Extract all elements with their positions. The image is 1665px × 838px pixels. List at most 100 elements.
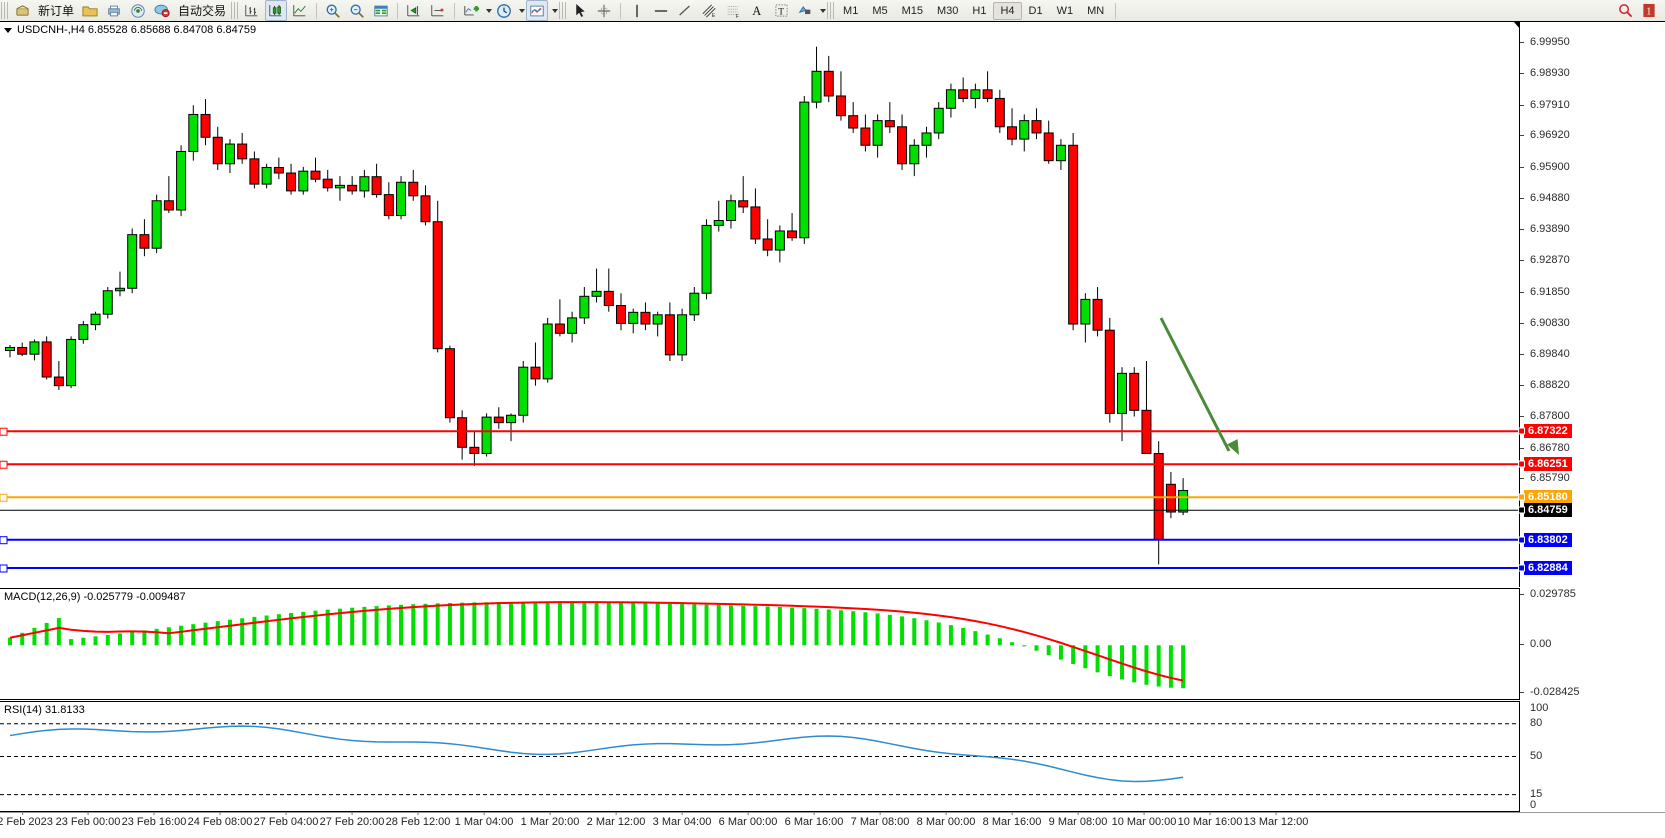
price-label-handle[interactable] [1518,506,1525,514]
timeframe-mn[interactable]: MN [1087,4,1105,17]
time-tick-label: 28 Feb 12:00 [386,812,450,828]
macd-tick-label: 0.029785 [1530,588,1576,600]
help-icon[interactable]: 1 [1638,0,1660,21]
chart-collapse-corner-icon[interactable] [1514,22,1520,29]
rsi-tick-label: 15 [1530,787,1543,800]
price-tick-label: 6.94880 [1530,192,1570,205]
timeframe-h1[interactable]: H1 [972,4,987,17]
price-label-handle[interactable] [1518,493,1525,501]
new-order-icon[interactable] [11,0,33,21]
period-dropdown-caret-icon[interactable] [519,8,526,13]
shift-icon[interactable] [403,0,425,21]
price-label-handle[interactable] [1518,427,1525,435]
template-dropdown-caret-icon[interactable] [552,8,559,13]
fibonacci-icon[interactable]: F [722,0,744,21]
macd-tick-label: -0.028425 [1530,686,1580,698]
timeframe-m15[interactable]: M15 [901,4,923,17]
price-tick-mark [1520,42,1524,44]
bar-chart-icon[interactable] [241,0,263,21]
broadcast-icon[interactable] [127,0,149,21]
search-icon[interactable] [1614,0,1636,21]
time-tick-mark [154,812,155,815]
printer-icon[interactable] [103,0,125,21]
time-tick-label: 9 Mar 08:00 [1049,812,1107,828]
price-label-target-2[interactable]: 6.82884 [1518,561,1572,575]
price-label-handle[interactable] [1518,460,1525,468]
autotrading-icon[interactable] [151,0,173,21]
time-tick-mark [483,812,485,815]
folder-icon[interactable] [79,0,101,21]
grid-icon[interactable] [370,0,392,21]
price-tick-label: 6.88820 [1530,379,1570,392]
period-clock-icon[interactable] [493,0,515,21]
main-toolbar: 新订单 自动交易 [0,0,1665,22]
template-icon[interactable] [526,0,549,21]
price-label-last-price[interactable]: 6.84759 [1518,503,1572,518]
text-icon[interactable]: A [746,0,768,21]
price-tick-mark [1520,353,1524,355]
candlestick-icon[interactable] [265,0,288,21]
rsi-axis[interactable]: 100 80 50 15 0 [1520,701,1665,812]
price-pane[interactable]: USDCNH-,H4 6.85528 6.85688 6.84708 6.847… [0,22,1520,587]
time-tick-mark [945,812,947,815]
hline-icon[interactable] [650,0,672,21]
price-tick-mark [1520,416,1524,418]
indicator-dropdown-caret-icon[interactable] [486,8,493,13]
new-order-label[interactable]: 新订单 [38,4,75,18]
price-axis[interactable]: 6.99950 6.98930 6.97910 6.96920 6.95900 6.948… [1518,22,1665,587]
cursor-icon[interactable] [569,0,591,21]
toolbar-grip-2[interactable] [231,2,239,19]
price-label-handle[interactable] [1518,536,1525,544]
price-candles [5,46,1189,565]
toolbar-grip-3[interactable] [559,2,567,19]
timeframe-m1[interactable]: M1 [843,4,859,17]
time-tick-label: 7 Mar 08:00 [851,812,909,828]
price-tick-mark [1520,104,1524,106]
price-label-handle[interactable] [1518,564,1525,572]
price-label-target-1[interactable]: 6.83802 [1518,532,1572,547]
time-tick-mark [1209,812,1211,815]
toolbar-grip-4[interactable] [827,2,835,19]
macd-tick-mark [1520,692,1524,693]
autoscroll-icon[interactable] [427,0,449,21]
price-tick-mark [1520,323,1524,325]
price-label-resistance-1[interactable]: 6.87322 [1518,424,1572,439]
macd-label: MACD(12,26,9) -0.025779 -0.009487 [4,591,186,603]
shapes-icon[interactable] [794,0,816,21]
line-chart-icon[interactable] [289,0,311,21]
crosshair-icon[interactable] [593,0,615,21]
price-label-resistance-2[interactable]: 6.86251 [1518,457,1572,472]
rsi-pane[interactable]: RSI(14) 31.8133 [0,701,1520,812]
time-tick-mark [352,812,353,815]
macd-axis[interactable]: 0.029785 0.00 -0.028425 [1520,588,1665,700]
equidistant-channel-icon[interactable]: E [698,0,720,21]
timeframe-w1[interactable]: W1 [1056,4,1074,17]
label-icon[interactable]: T [770,0,792,21]
price-tick-label: 6.98930 [1530,67,1570,80]
vline-icon[interactable] [626,0,648,21]
toolbar-separator-1 [316,2,318,19]
macd-pane[interactable]: MACD(12,26,9) -0.025779 -0.009487 [0,588,1520,700]
price-tick-label: 6.90830 [1530,317,1570,330]
toolbar-grip-1[interactable] [1,2,8,19]
indicator-add-icon[interactable] [460,0,482,21]
trendline-icon[interactable] [674,0,696,21]
svg-text:A: A [752,4,761,18]
price-tick-mark [1520,260,1524,262]
chart-dropdown-icon[interactable] [4,27,12,33]
zoom-out-icon[interactable] [346,0,368,21]
time-tick-label: 8 Mar 00:00 [917,812,975,828]
autotrading-label[interactable]: 自动交易 [178,4,227,18]
zoom-in-icon[interactable] [322,0,344,21]
time-tick-label: 1 Mar 20:00 [521,812,579,828]
timeframe-m5[interactable]: M5 [872,4,888,17]
timeframe-d1[interactable]: D1 [1028,4,1043,17]
timeframe-h4[interactable]: H4 [993,1,1022,20]
timeframe-m30[interactable]: M30 [937,4,959,17]
price-label-entry-level[interactable]: 6.85180 [1518,490,1572,505]
time-tick-label: 6 Mar 00:00 [719,812,777,828]
price-tick-label: 6.96920 [1530,129,1570,142]
svg-text:1: 1 [1646,6,1651,17]
shapes-dropdown-caret-icon[interactable] [820,8,827,13]
